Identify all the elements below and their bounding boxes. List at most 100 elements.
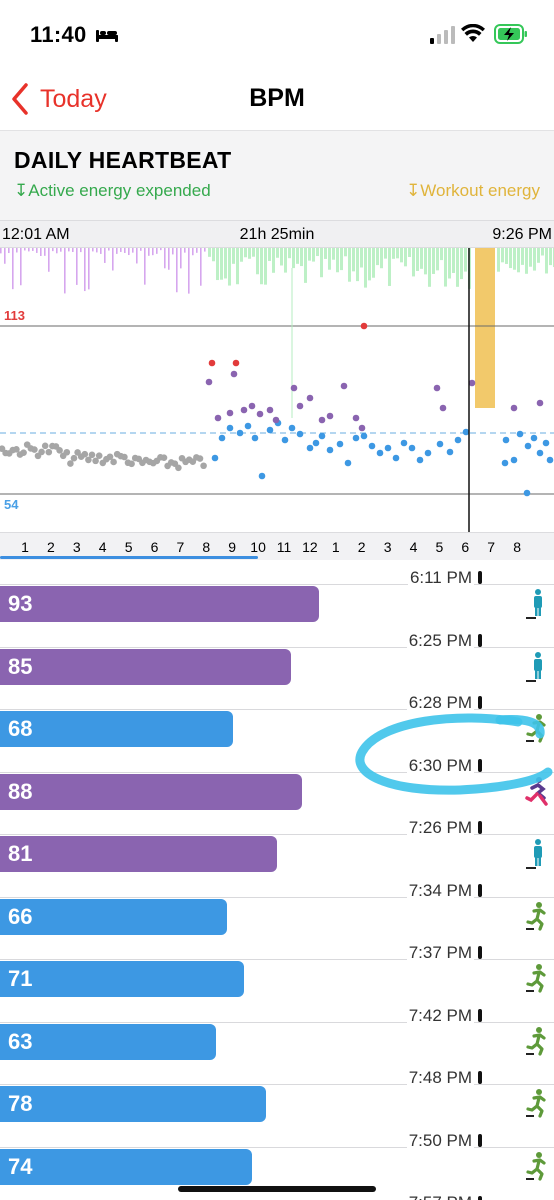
heart-rate-point <box>121 453 128 461</box>
list-item[interactable]: 6:28 PM 68 <box>0 685 554 748</box>
energy-bar <box>12 248 14 290</box>
hour-label: 2 <box>357 539 366 555</box>
heart-rate-point <box>352 414 360 422</box>
energy-bar <box>460 248 463 280</box>
heart-rate-point <box>290 384 298 392</box>
heart-rate-point <box>85 456 92 464</box>
heart-rate-point <box>211 454 219 462</box>
standing-person-icon <box>526 651 542 682</box>
list-item[interactable]: 7:26 PM 81 <box>0 810 554 873</box>
bpm-bar: 93 <box>0 586 319 622</box>
energy-bar <box>128 248 130 256</box>
row-time: 7:48 PM <box>406 1068 474 1088</box>
energy-bar <box>92 248 94 252</box>
energy-bar <box>28 248 30 252</box>
energy-bar <box>525 248 528 274</box>
energy-bar <box>104 248 106 263</box>
list-item[interactable]: 7:42 PM 63 <box>0 998 554 1061</box>
bpm-bar: 81 <box>0 836 277 872</box>
energy-bar <box>400 248 403 263</box>
walking-person-icon <box>526 901 546 931</box>
heart-rate-point <box>408 444 416 452</box>
list-item[interactable]: 7:57 PM <box>0 1185 554 1200</box>
hour-label: 5 <box>435 539 444 555</box>
heart-rate-point <box>200 462 207 470</box>
heart-rate-point <box>251 434 259 442</box>
energy-bar <box>208 248 211 257</box>
energy-bar <box>312 248 315 262</box>
heart-rate-point <box>306 444 314 452</box>
heart-rate-point <box>523 489 531 497</box>
heart-rate-point <box>360 322 368 330</box>
heart-rate-point <box>230 370 238 378</box>
heart-rate-point <box>446 448 454 456</box>
list-item[interactable]: 6:30 PM 88 <box>0 748 554 811</box>
list-item[interactable]: 6:11 PM 93 <box>0 560 554 623</box>
row-separator <box>0 646 554 648</box>
hour-label: 2 <box>46 539 55 555</box>
time-marker <box>478 883 482 897</box>
heart-rate-point <box>13 446 20 453</box>
energy-bar <box>4 248 6 264</box>
energy-bar <box>348 248 351 282</box>
workout-energy-bar <box>475 248 495 408</box>
energy-bar <box>332 248 335 260</box>
energy-bar <box>452 248 455 273</box>
hour-label: 8 <box>202 539 211 555</box>
home-indicator[interactable] <box>178 1186 376 1192</box>
energy-bar <box>324 248 327 259</box>
list-item[interactable]: 7:50 PM 74 <box>0 1123 554 1186</box>
status-bar: 11:40 <box>0 0 554 66</box>
list-item[interactable]: 6:25 PM 85 <box>0 623 554 686</box>
energy-bar <box>204 248 206 252</box>
bpm-bar: 85 <box>0 648 291 685</box>
legend-active-energy[interactable]: ↧Active energy expended <box>14 181 211 200</box>
energy-bar <box>316 248 319 257</box>
list-item[interactable]: 7:37 PM 71 <box>0 935 554 998</box>
heart-rate-point <box>288 424 296 432</box>
list-item[interactable]: 7:34 PM 66 <box>0 873 554 936</box>
energy-bar <box>236 248 239 285</box>
energy-bar <box>256 248 259 275</box>
energy-bar <box>116 248 118 254</box>
back-button[interactable]: Today <box>10 82 107 116</box>
energy-bar <box>497 248 500 272</box>
heart-rate-point <box>175 464 182 472</box>
heart-rate-list[interactable]: 6:11 PM 93 6:25 PM 85 6:28 PM 68 6:30 PM 88 7:26… <box>0 560 554 1200</box>
energy-bar <box>220 248 223 280</box>
navigation-bar: Today BPM <box>0 66 554 130</box>
energy-bar <box>200 248 202 286</box>
heart-rate-point <box>128 460 135 468</box>
energy-bar <box>456 248 459 287</box>
heart-rate-point <box>462 428 470 436</box>
energy-bar <box>521 248 524 265</box>
heart-rate-point <box>296 430 304 438</box>
energy-bar <box>292 248 295 269</box>
row-separator <box>0 959 554 960</box>
energy-bar <box>176 248 178 293</box>
heart-rate-point <box>542 439 550 447</box>
energy-bar <box>328 248 331 270</box>
energy-bar <box>180 248 182 269</box>
energy-bar <box>424 248 427 275</box>
energy-bar <box>168 248 170 270</box>
page-title: BPM <box>249 84 305 112</box>
energy-bar <box>224 248 227 279</box>
heart-rate-point <box>38 448 45 456</box>
heart-rate-point <box>392 454 400 462</box>
list-item[interactable]: 7:48 PM 78 <box>0 1060 554 1123</box>
energy-bar <box>68 248 70 252</box>
section-title: DAILY HEARTBEAT <box>14 147 232 173</box>
energy-bar <box>252 248 255 257</box>
scroll-indicator[interactable] <box>0 556 258 559</box>
energy-bar <box>501 248 504 263</box>
back-label: Today <box>40 84 107 113</box>
legend-workout-energy[interactable]: ↧Workout energy <box>406 181 540 200</box>
hour-label: 1 <box>331 539 340 555</box>
chart-background <box>0 248 554 532</box>
heart-rate-chart[interactable]: 113 54 <box>0 248 554 532</box>
heart-rate-point <box>296 402 304 410</box>
energy-bar <box>549 248 552 266</box>
hour-label: 4 <box>98 539 107 555</box>
hour-label: 9 <box>228 539 237 555</box>
